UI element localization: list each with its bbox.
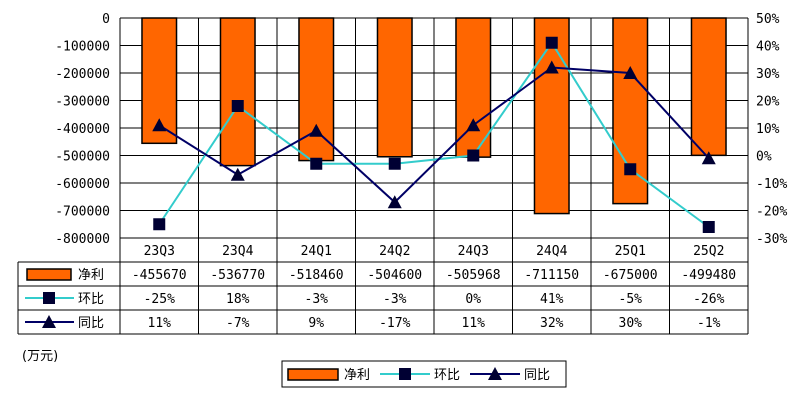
bar-net-profit (298, 17, 335, 162)
legend-label: 净利 (344, 368, 370, 383)
bar-series (141, 17, 727, 215)
y-left-tick-label: -300000 (55, 95, 110, 110)
legend-label: 环比 (434, 368, 460, 383)
y-right-tick-label: 20% (756, 95, 780, 110)
table-cell: -518460 (289, 268, 344, 283)
y-left-tick-label: -800000 (55, 232, 110, 247)
table-cell: 11% (462, 316, 486, 331)
row-key-marker (43, 292, 55, 304)
y-left-tick-label: -400000 (55, 122, 110, 137)
legend-label: 同比 (524, 368, 550, 383)
line-yoy-point (152, 118, 167, 132)
y-right-tick-label: 0% (756, 150, 772, 165)
row-series-name: 净利 (78, 268, 104, 283)
line-yoy-point (230, 167, 245, 181)
line-qoq-point (310, 157, 323, 170)
line-yoy-point (623, 66, 638, 79)
table-cell: 32% (540, 316, 564, 331)
table-cell: -675000 (603, 268, 658, 283)
table-cell: -25% (144, 292, 175, 307)
table-cell: -17% (379, 316, 410, 331)
y-left-tick-label: 0 (102, 12, 110, 27)
table-cell: 9% (308, 316, 324, 331)
x-category-label: 24Q3 (458, 244, 489, 259)
table-cell: -455670 (132, 268, 187, 283)
table-cell: -3% (383, 292, 407, 307)
line-qoq-point (388, 157, 401, 170)
y-left-tick-label: -100000 (55, 40, 110, 55)
table-cell: 0% (465, 292, 481, 307)
table-cell: -1% (697, 316, 721, 331)
x-category-label: 24Q2 (379, 244, 410, 259)
x-category-label: 25Q2 (693, 244, 724, 259)
y-right-tick-label: -30% (756, 232, 787, 247)
table-cell: -505968 (446, 268, 501, 283)
line-yoy-point (309, 123, 324, 137)
y-left-tick-label: -700000 (55, 205, 110, 220)
line-qoq-point (467, 149, 480, 162)
line-qoq-point (153, 218, 166, 231)
table-cell: -26% (693, 292, 724, 307)
bar-net-profit (612, 17, 649, 205)
table-cell: -499480 (681, 268, 736, 283)
x-category-label: 24Q1 (301, 244, 332, 259)
x-category-label: 23Q3 (144, 244, 175, 259)
bar-net-profit (690, 17, 727, 157)
line-qoq-point (624, 163, 637, 176)
line-yoy-point (544, 60, 559, 74)
legend-key-net-profit (287, 368, 339, 381)
y-left-tick-label: -600000 (55, 177, 110, 192)
line-qoq-point (545, 36, 558, 49)
line-yoy (158, 66, 710, 204)
table-cell: -536770 (210, 268, 265, 283)
bar-net-profit (219, 17, 256, 167)
y-right-tick-label: 10% (756, 122, 780, 137)
line-series (152, 36, 716, 233)
bar-net-profit (455, 17, 492, 158)
gridlines (119, 17, 749, 239)
bar-net-profit (533, 17, 570, 215)
y-right-tick-label: 50% (756, 12, 780, 27)
table-cell: 11% (148, 316, 172, 331)
y-left-tick-label: -200000 (55, 67, 110, 82)
legend-key-yoy-marker (488, 367, 502, 380)
line-qoq-point (702, 221, 715, 233)
table-cell: -7% (226, 316, 250, 331)
legend-key-qoq-marker (399, 368, 411, 380)
line-yoy-point (387, 195, 402, 209)
y-left-tick-label: -500000 (55, 150, 110, 165)
line-qoq (158, 40, 710, 228)
line-yoy-point (466, 118, 481, 132)
table-cell: -504600 (367, 268, 422, 283)
table-cell: 18% (226, 292, 250, 307)
x-category-label: 24Q4 (536, 244, 567, 259)
axes: 0 -100000 -200000 -300000 -400000 -500000 -600… (55, 12, 787, 247)
legend: 净利 环比 同比 (281, 360, 567, 388)
x-category-label: 25Q1 (615, 244, 646, 259)
y-right-tick-label: -20% (756, 205, 787, 220)
data-table: 23Q3 23Q4 24Q1 24Q2 24Q3 24Q4 25Q1 25Q2 净利 -45567… (17, 237, 749, 335)
row-series-name: 同比 (78, 316, 104, 331)
y-right-tick-label: -10% (756, 177, 787, 192)
line-yoy-point (701, 151, 716, 165)
row-key-marker (42, 315, 56, 328)
unit-label: (万元) (22, 349, 59, 364)
row-series-name: 环比 (78, 292, 104, 307)
table-cell: 30% (619, 316, 643, 331)
y-right-tick-label: 40% (756, 40, 780, 55)
table-cell: -711150 (524, 268, 579, 283)
y-right-tick-label: 30% (756, 67, 780, 82)
line-qoq-point (231, 100, 244, 112)
bar-net-profit (376, 17, 413, 158)
x-category-label: 23Q4 (222, 244, 253, 259)
table-cell: 41% (540, 292, 564, 307)
table-cell: -5% (619, 292, 643, 307)
table-cell: -3% (305, 292, 329, 307)
row-key-net-profit (26, 268, 72, 281)
